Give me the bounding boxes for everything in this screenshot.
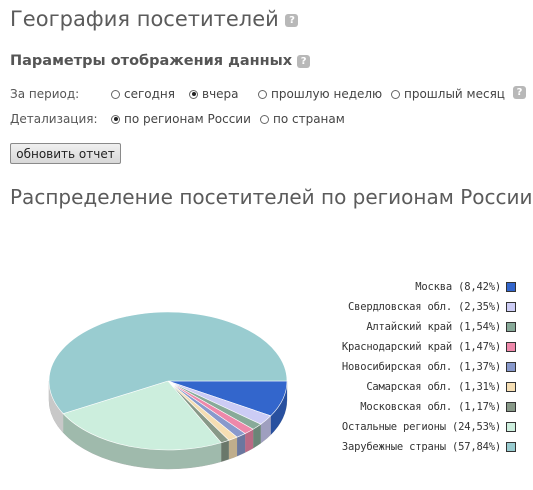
legend-swatch <box>506 282 516 292</box>
legend-swatch <box>506 362 516 372</box>
period-option-label: вчера <box>202 87 239 101</box>
legend-label: Самарская обл. (1,31%) <box>366 381 501 393</box>
detail-label: Детализация: <box>10 112 98 126</box>
detail-option-countries[interactable]: по странам <box>260 112 345 126</box>
period-option-last-week[interactable]: прошлую неделю <box>258 87 382 101</box>
legend-label: Московская обл. (1,17%) <box>360 401 501 413</box>
legend-label: Зарубежные страны (57,84%) <box>341 441 501 453</box>
legend-swatch <box>506 322 516 332</box>
legend-label: Краснодарский край (1,47%) <box>341 341 501 353</box>
period-radio-0[interactable] <box>111 89 120 99</box>
refresh-report-button[interactable]: обновить отчет <box>10 143 121 164</box>
legend-swatch <box>506 342 516 352</box>
legend-swatch <box>506 422 516 432</box>
period-radio-2[interactable] <box>258 89 267 99</box>
detail-option-regions[interactable]: по регионам России <box>111 112 251 126</box>
period-option-label: прошлый месяц <box>404 87 505 101</box>
pie-slice-side-8 <box>49 381 64 433</box>
pie-slice-7[interactable] <box>62 380 222 451</box>
legend-item: Москва (8,42%) <box>415 281 516 293</box>
legend-item: Новосибирская обл. (1,37%) <box>342 361 516 373</box>
period-option-today[interactable]: сегодня <box>111 87 175 101</box>
legend-label: Свердловская обл. (2,35%) <box>347 301 501 313</box>
pie-slice-side-7 <box>63 413 222 469</box>
pie-slice-side-6 <box>221 440 229 462</box>
period-option-label: сегодня <box>124 87 175 101</box>
page-title-text: География посетителей <box>10 7 279 31</box>
params-title: Параметры отображения данных ? <box>10 53 311 69</box>
pie-slice-side-4 <box>237 433 246 457</box>
legend-item: Свердловская обл. (2,35%) <box>348 301 516 313</box>
legend-label: Новосибирская обл. (1,37%) <box>341 361 501 373</box>
legend-label: Остальные регионы (24,53%) <box>341 421 501 433</box>
legend-swatch <box>506 442 516 452</box>
legend-swatch <box>506 302 516 312</box>
pie-slice-8[interactable] <box>48 311 288 414</box>
legend-item: Самарская обл. (1,31%) <box>366 381 516 393</box>
period-option-last-month[interactable]: прошлый месяц <box>391 87 505 101</box>
chart-title: Распределение посетителей по регионам Ро… <box>10 185 533 209</box>
period-radio-3[interactable] <box>391 89 400 99</box>
legend-swatch <box>506 402 516 412</box>
detail-radio-1[interactable] <box>260 114 269 124</box>
legend-item: Алтайский край (1,54%) <box>366 321 516 333</box>
legend-label: Алтайский край (1,54%) <box>366 321 501 333</box>
pie-slice-side-2 <box>253 424 261 449</box>
legend-item: Краснодарский край (1,47%) <box>342 341 516 353</box>
legend-item: Зарубежные страны (57,84%) <box>342 441 516 453</box>
params-title-text: Параметры отображения данных <box>10 53 293 69</box>
period-help-icon[interactable]: ? <box>513 86 526 99</box>
pie-slice-side-0 <box>270 381 287 435</box>
pie-slice-side-3 <box>245 429 254 453</box>
pie-slice-side-5 <box>228 437 238 460</box>
detail-option-label: по странам <box>273 112 345 126</box>
page-title: География посетителей ? <box>10 7 299 31</box>
legend-label: Москва (8,42%) <box>415 281 501 293</box>
detail-option-label: по регионам России <box>124 112 251 126</box>
legend-item: Московская обл. (1,17%) <box>360 401 516 413</box>
period-label: За период: <box>10 87 80 101</box>
legend-item: Остальные регионы (24,53%) <box>342 421 516 433</box>
params-help-icon[interactable]: ? <box>297 54 311 68</box>
period-radio-1[interactable] <box>189 89 198 99</box>
detail-radio-0[interactable] <box>111 114 120 124</box>
period-option-yesterday[interactable]: вчера <box>189 87 239 101</box>
legend-swatch <box>506 382 516 392</box>
help-icon[interactable]: ? <box>285 13 299 27</box>
period-option-label: прошлую неделю <box>271 87 383 101</box>
